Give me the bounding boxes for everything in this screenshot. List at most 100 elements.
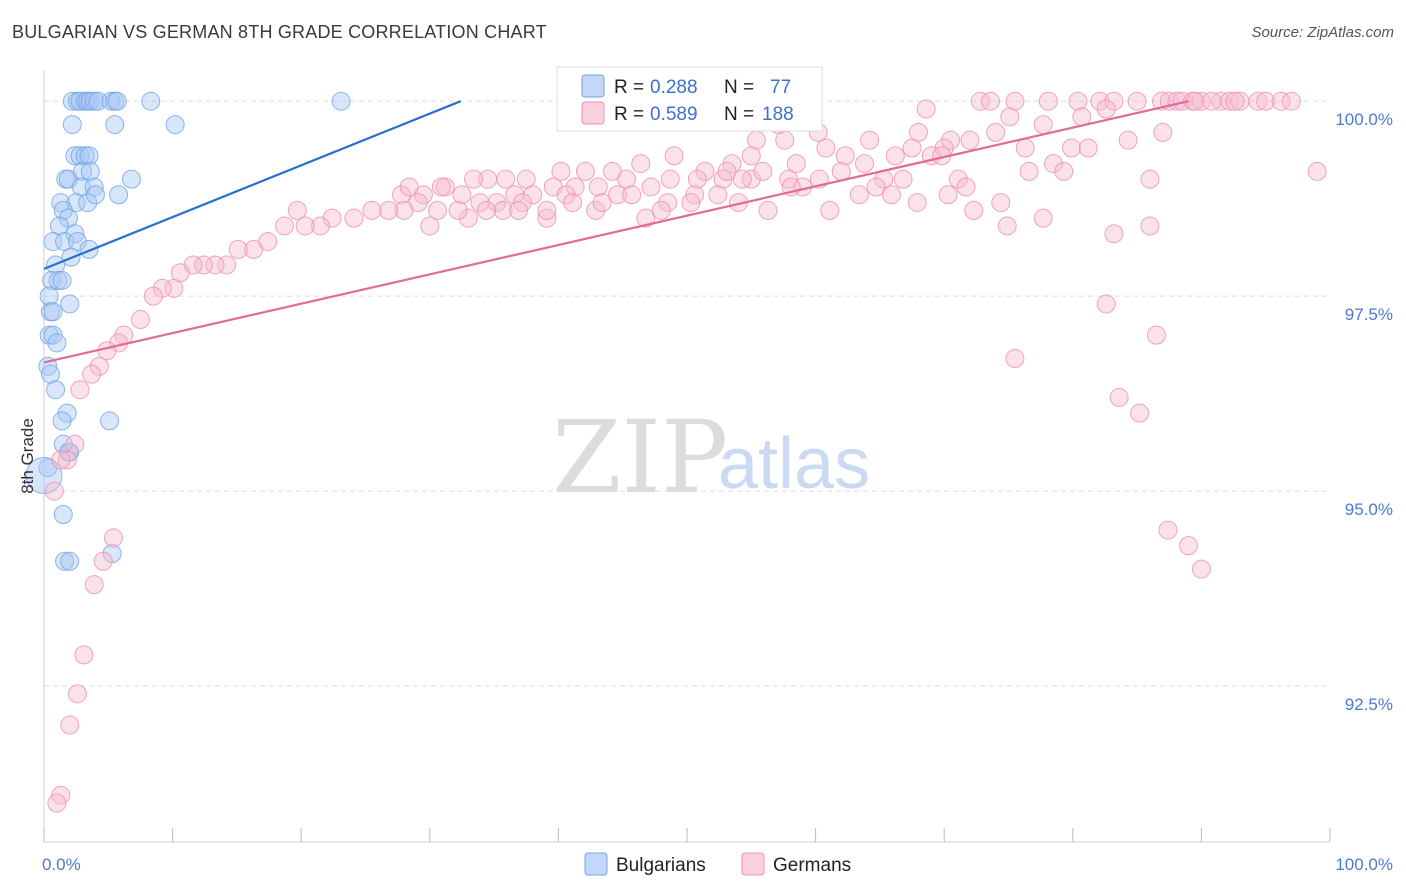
german-point-151 [1179, 536, 1199, 556]
bulgarian-point-47 [43, 302, 63, 322]
german-point-101 [143, 286, 163, 306]
german-point-31 [902, 138, 922, 158]
german-point-51 [464, 169, 484, 189]
german-point-183 [420, 216, 440, 236]
legend-n-label-2: N = [724, 104, 754, 125]
german-point-0 [970, 91, 990, 111]
german-point-88 [295, 216, 315, 236]
german-point-36 [854, 154, 874, 174]
legend-r-label-1: R = [614, 77, 644, 98]
german-point-69 [660, 169, 680, 189]
watermark: ZIP atlas [552, 399, 870, 516]
german-point-153 [1019, 161, 1039, 181]
german-point-108 [70, 380, 90, 400]
bulgarian-trend-line [43, 100, 462, 270]
bulgarian-point-16 [65, 146, 85, 166]
german-point-63 [1140, 169, 1160, 189]
series-legend: Bulgarians Germans [584, 852, 851, 876]
german-point-121 [399, 177, 419, 197]
german-point-118 [60, 715, 80, 735]
german-point-102 [130, 310, 150, 330]
legend-r-value-2: 0.589 [650, 104, 698, 125]
german-point-96 [193, 255, 213, 275]
german-point-171 [1153, 122, 1173, 142]
german-point-164 [1185, 91, 1205, 111]
german-point-117 [67, 684, 87, 704]
german-point-22 [1033, 115, 1053, 135]
german-point-142 [964, 200, 984, 220]
bulgarian-point-29 [78, 193, 98, 213]
german-point-160 [717, 161, 737, 181]
german-point-95 [205, 255, 225, 275]
y-tick-label-0: 92.5% [1345, 695, 1393, 714]
bulgarian-point-30 [85, 185, 105, 205]
german-point-20 [916, 99, 936, 119]
german-point-152 [1191, 559, 1211, 579]
german-point-166 [1225, 91, 1245, 111]
bulgarian-point-42 [42, 271, 62, 291]
legend-n-label-1: N = [724, 77, 754, 98]
bulgarian-point-31 [109, 185, 129, 205]
german-point-143 [997, 216, 1017, 236]
axes [43, 70, 1331, 843]
german-point-167 [1005, 349, 1025, 369]
german-point-123 [458, 208, 478, 228]
german-point-145 [1140, 216, 1160, 236]
bulgarian-point-60 [53, 434, 73, 454]
german-point-27 [960, 130, 980, 150]
german-point-54 [392, 185, 412, 205]
y-tick-label-2: 97.5% [1345, 305, 1393, 324]
german-point-144 [1104, 224, 1124, 244]
german-point-138 [849, 185, 869, 205]
bulgarian-point-35 [65, 224, 85, 244]
german-point-174 [681, 193, 701, 213]
legend-swatch-blue [581, 74, 605, 98]
german-point-32 [885, 146, 905, 166]
german-point-49 [496, 169, 516, 189]
german-point-140 [907, 193, 927, 213]
legend-n-value-2: 188 [762, 104, 794, 125]
watermark-zip: ZIP [552, 399, 728, 516]
bulgarian-point-39 [79, 239, 99, 259]
german-point-4 [1068, 91, 1088, 111]
bulgarian-point-27 [51, 193, 71, 213]
german-point-7 [1127, 91, 1147, 111]
german-point-146 [1096, 294, 1116, 314]
german-point-84 [362, 200, 382, 220]
german-point-154 [1044, 154, 1064, 174]
german-point-2 [1005, 91, 1025, 111]
german-point-89 [287, 200, 307, 220]
bulgarian-point-23 [80, 161, 100, 181]
bulgarian-point-52 [38, 356, 58, 376]
series-legend-germans: Germans [773, 855, 851, 876]
bulgarian-point-11 [141, 91, 161, 111]
source-credit: Source: ZipAtlas.com [1251, 24, 1394, 41]
german-point-72 [588, 177, 608, 197]
bulgarian-point-24 [121, 169, 141, 189]
german-point-82 [394, 200, 414, 220]
german-point-29 [1015, 138, 1035, 158]
y-axis-title: 8th Grade [18, 418, 37, 494]
bulgarian-point-57 [100, 411, 120, 431]
german-point-170 [1078, 138, 1098, 158]
german-point-147 [1146, 325, 1166, 345]
german-point-1 [980, 91, 1000, 111]
series-legend-swatch-germans [741, 852, 765, 876]
german-point-158 [786, 154, 806, 174]
german-point-161 [1307, 161, 1327, 181]
german-point-40 [741, 146, 761, 166]
german-point-6 [1104, 91, 1124, 111]
german-point-16 [1248, 91, 1268, 111]
german-point-61 [956, 177, 976, 197]
german-point-139 [881, 185, 901, 205]
bulgarian-point-15 [165, 115, 185, 135]
german-point-178 [563, 193, 583, 213]
bulgarian-point-66 [60, 551, 80, 571]
german-point-30 [1118, 130, 1138, 150]
german-point-176 [622, 185, 642, 205]
x-tick-label-0: 0.0% [42, 855, 81, 874]
german-point-149 [1130, 403, 1150, 423]
german-point-19 [1281, 91, 1301, 111]
german-point-131 [658, 193, 678, 213]
german-point-111 [51, 450, 71, 470]
